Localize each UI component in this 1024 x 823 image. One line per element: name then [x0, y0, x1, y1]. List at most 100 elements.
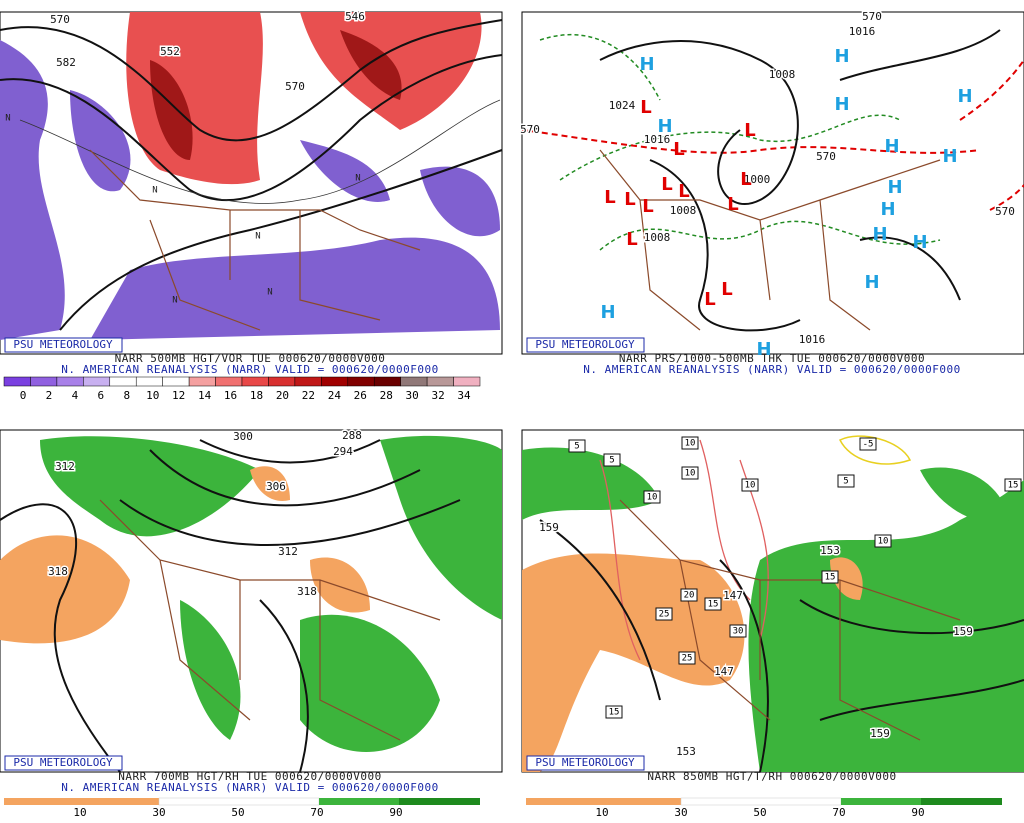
temp-label-box — [681, 466, 699, 480]
vort-marker: N — [355, 174, 360, 184]
colorbar-segment — [453, 376, 481, 387]
contour-label: 570 — [862, 10, 882, 23]
temp-label-box — [859, 437, 877, 451]
colorbar-label: 90 — [911, 806, 924, 819]
colorbar-label: 26 — [354, 389, 367, 402]
subcaption: N. AMERICAN REANALYSIS (NARR) VALID = 00… — [61, 781, 439, 794]
caption: NARR 500MB HGT/VOR TUE 000620/0000V000 — [115, 352, 386, 365]
source-label: PSU METEOROLOGY — [13, 756, 113, 769]
pressure-center: H — [657, 116, 672, 137]
temp-label: 10 — [878, 537, 889, 547]
rh-area — [40, 436, 260, 537]
colorbar-label: 34 — [457, 389, 471, 402]
pressure-center: L — [640, 97, 651, 118]
contour-label: 318 — [297, 585, 317, 598]
colorbar-label: 16 — [224, 389, 237, 402]
pressure-center: H — [756, 339, 771, 360]
contour-label: 570 — [285, 80, 305, 93]
vort-area — [70, 90, 131, 192]
colorbar-label: 8 — [123, 389, 130, 402]
pressure-center: H — [942, 146, 957, 167]
colorbar-label: 10 — [595, 806, 608, 819]
temp-label: 20 — [684, 591, 695, 601]
pressure-center: L — [678, 181, 689, 202]
rh-area — [748, 480, 1024, 772]
pressure-center: H — [834, 46, 849, 67]
temp-label: 25 — [659, 610, 670, 620]
colorbar-label: 22 — [302, 389, 315, 402]
contour-label: 570 — [816, 150, 836, 163]
temp-label: 15 — [609, 708, 620, 718]
pressure-center: H — [639, 54, 654, 75]
vort-marker: N — [5, 114, 10, 124]
colorbar-segment — [83, 376, 111, 387]
temp-label: -5 — [863, 440, 874, 450]
contour — [0, 19, 503, 142]
pressure-center: H — [912, 232, 927, 253]
pressure-center: H — [834, 94, 849, 115]
contour-label: 318 — [48, 565, 68, 578]
subcaption: N. AMERICAN REANALYSIS (NARR) VALID = 00… — [61, 363, 439, 376]
contour-label: 1008 — [769, 68, 796, 81]
colorbar-label: 30 — [674, 806, 687, 819]
contour-label: 153 — [820, 544, 840, 557]
temp-label: 5 — [609, 456, 614, 466]
colorbar-segment — [4, 798, 159, 805]
contour-label: 1024 — [609, 99, 636, 112]
pressure-center: H — [884, 136, 899, 157]
vort-area — [420, 166, 500, 237]
colorbar-segment — [347, 376, 375, 387]
thickness-570 — [521, 59, 1024, 211]
colorbar-label: 70 — [310, 806, 323, 819]
isotherm — [838, 435, 912, 465]
colorbar-segment — [162, 376, 190, 387]
temp-label-box — [603, 453, 621, 467]
temp-label-box — [678, 651, 696, 665]
colorbar-label: 50 — [231, 806, 244, 819]
colorbar-segment — [426, 376, 454, 387]
contour-label: 153 — [676, 745, 696, 758]
vort-area — [150, 60, 193, 160]
colorbar-segment — [680, 797, 842, 806]
contour-label: 552 — [160, 45, 180, 58]
label-box — [526, 755, 645, 771]
panel-mslp — [521, 11, 1024, 355]
temp-label: 10 — [685, 439, 696, 449]
temp-label-box — [643, 490, 661, 504]
contour-label: 1008 — [670, 204, 697, 217]
contour-label: 1016 — [849, 25, 876, 38]
colorbar-segment — [268, 376, 296, 387]
political-border — [99, 499, 441, 741]
rh-area — [920, 467, 1010, 523]
pressure-center: L — [673, 139, 684, 160]
label-box — [4, 755, 123, 771]
pressure-center: L — [626, 229, 637, 250]
temp-label: 15 — [825, 573, 836, 583]
temp-label: 25 — [682, 654, 693, 664]
pressure-center: L — [604, 187, 615, 208]
temp-label-box — [605, 705, 623, 719]
colorbar-label: 2 — [46, 389, 53, 402]
temp-label: 10 — [685, 469, 696, 479]
rh-area — [380, 435, 502, 620]
vort-marker: N — [267, 288, 272, 298]
political-border — [89, 149, 421, 331]
contour-label: 1016 — [644, 133, 671, 146]
temp-label-box — [837, 474, 855, 488]
temp-label: 5 — [574, 442, 579, 452]
contour-label: 159 — [870, 727, 890, 740]
temp-label: 5 — [843, 477, 848, 487]
pressure-center: L — [740, 169, 751, 190]
contour-label: 306 — [266, 480, 286, 493]
colorbar-label: 32 — [431, 389, 444, 402]
pressure-center: H — [600, 302, 615, 323]
colorbar-segment — [526, 798, 681, 805]
temp-label: 15 — [1008, 481, 1019, 491]
isobar — [599, 29, 1001, 332]
caption: NARR 850MB HGT/T/RH 000620/0000V000 — [647, 770, 896, 783]
colorbar-label: 14 — [198, 389, 212, 402]
vort-marker: N — [172, 296, 177, 306]
temp-label: 15 — [708, 600, 719, 610]
label-box — [4, 337, 123, 353]
vort-marker: N — [255, 232, 260, 242]
